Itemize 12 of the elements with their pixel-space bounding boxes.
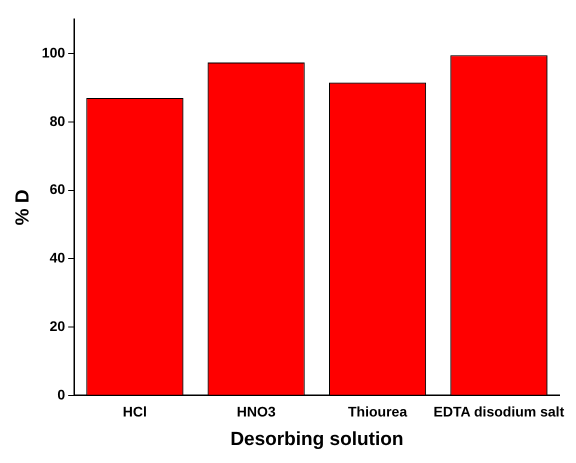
y-tick-label: 100 (42, 44, 66, 60)
y-tick-label: 60 (50, 181, 66, 198)
x-axis-title: Desorbing solution (230, 428, 404, 450)
y-tick-label: 20 (50, 318, 66, 334)
y-tick-label: 40 (50, 250, 66, 266)
x-tick-label: HCl (122, 404, 147, 420)
x-tick-label: Thiourea (348, 404, 408, 420)
y-tick-label: 80 (50, 112, 66, 129)
x-tick-label: EDTA disodium salt (434, 404, 565, 420)
y-axis-title: % D (12, 189, 34, 226)
x-tick-label: HNO3 (236, 404, 276, 420)
y-tick-label: 0 (57, 386, 66, 402)
